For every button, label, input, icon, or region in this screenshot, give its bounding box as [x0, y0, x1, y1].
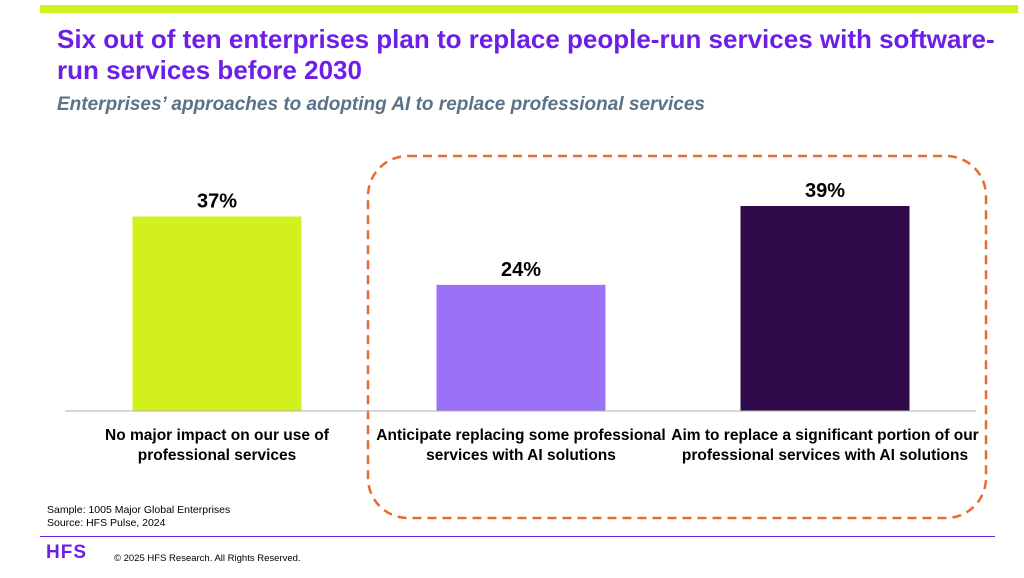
- bar-1: [132, 216, 302, 411]
- top-accent-bar: [40, 5, 1018, 13]
- highlight-box: [366, 154, 988, 520]
- chart-title: Six out of ten enterprises plan to repla…: [57, 24, 995, 85]
- sample-note: Sample: 1005 Major Global Enterprises: [47, 504, 231, 516]
- hfs-logo: HFS: [46, 542, 87, 563]
- footer-divider: [40, 536, 995, 537]
- category-label-1: No major impact on our use of profession…: [105, 427, 329, 464]
- copyright-text: © 2025 HFS Research. All Rights Reserved…: [114, 553, 301, 564]
- bar-value-label-2: 24%: [501, 259, 541, 281]
- bar-value-label-1: 37%: [197, 191, 237, 213]
- source-note: Source: HFS Pulse, 2024: [47, 517, 166, 529]
- category-label-3: Aim to replace a significant portion of …: [671, 427, 979, 464]
- bar-3: [740, 206, 910, 411]
- chart-subtitle: Enterprises’ approaches to adopting AI t…: [57, 94, 705, 115]
- bar-2: [436, 284, 606, 411]
- category-label-2: Anticipate replacing some professional s…: [376, 427, 666, 464]
- bar-value-label-3: 39%: [805, 180, 845, 202]
